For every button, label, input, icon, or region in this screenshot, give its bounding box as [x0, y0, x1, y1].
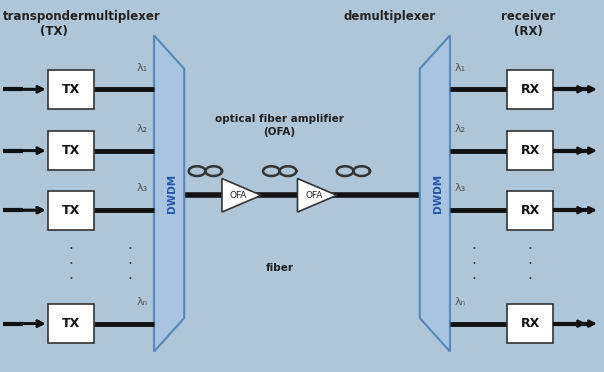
Bar	[48, 190, 94, 230]
Text: λₙ: λₙ	[137, 297, 148, 307]
Text: λ₃: λ₃	[455, 183, 466, 193]
Text: DWDM: DWDM	[433, 174, 443, 213]
Polygon shape	[222, 179, 262, 212]
Polygon shape	[420, 35, 450, 352]
Text: (TX): (TX)	[40, 25, 68, 38]
Text: TX: TX	[62, 204, 80, 217]
Text: RX: RX	[521, 204, 539, 217]
Bar	[507, 304, 553, 343]
Text: optical fiber amplifier: optical fiber amplifier	[215, 114, 344, 124]
Bar	[507, 190, 553, 230]
Text: ·
·
·: · · ·	[527, 242, 533, 286]
Text: λ₁: λ₁	[455, 62, 466, 73]
Text: λ₂: λ₂	[455, 124, 466, 134]
Bar	[48, 131, 94, 170]
Text: fiber: fiber	[266, 263, 294, 273]
Bar	[48, 70, 94, 109]
Text: OFA: OFA	[230, 191, 247, 200]
Text: λ₁: λ₁	[137, 62, 148, 73]
Polygon shape	[154, 35, 184, 352]
Polygon shape	[298, 179, 337, 212]
Text: RX: RX	[521, 317, 539, 330]
Text: demultiplexer: demultiplexer	[344, 10, 435, 23]
Bar	[507, 131, 553, 170]
Text: λₙ: λₙ	[455, 297, 466, 307]
Bar	[507, 70, 553, 109]
Text: ·
·
·: · · ·	[127, 242, 132, 286]
Text: (OFA): (OFA)	[263, 127, 296, 137]
Text: OFA: OFA	[306, 191, 323, 200]
Text: RX: RX	[521, 83, 539, 96]
Text: transpondermultiplexer: transpondermultiplexer	[2, 10, 161, 23]
Text: ·
·
·: · · ·	[68, 242, 74, 286]
Text: receiver: receiver	[501, 10, 556, 23]
Text: TX: TX	[62, 317, 80, 330]
Text: λ₃: λ₃	[137, 183, 148, 193]
Text: DWDM: DWDM	[167, 174, 177, 213]
Text: (RX): (RX)	[514, 25, 543, 38]
Text: TX: TX	[62, 144, 80, 157]
Text: ·
·
·: · · ·	[472, 242, 477, 286]
Bar	[48, 304, 94, 343]
Text: λ₂: λ₂	[137, 124, 148, 134]
Text: TX: TX	[62, 83, 80, 96]
Text: RX: RX	[521, 144, 539, 157]
